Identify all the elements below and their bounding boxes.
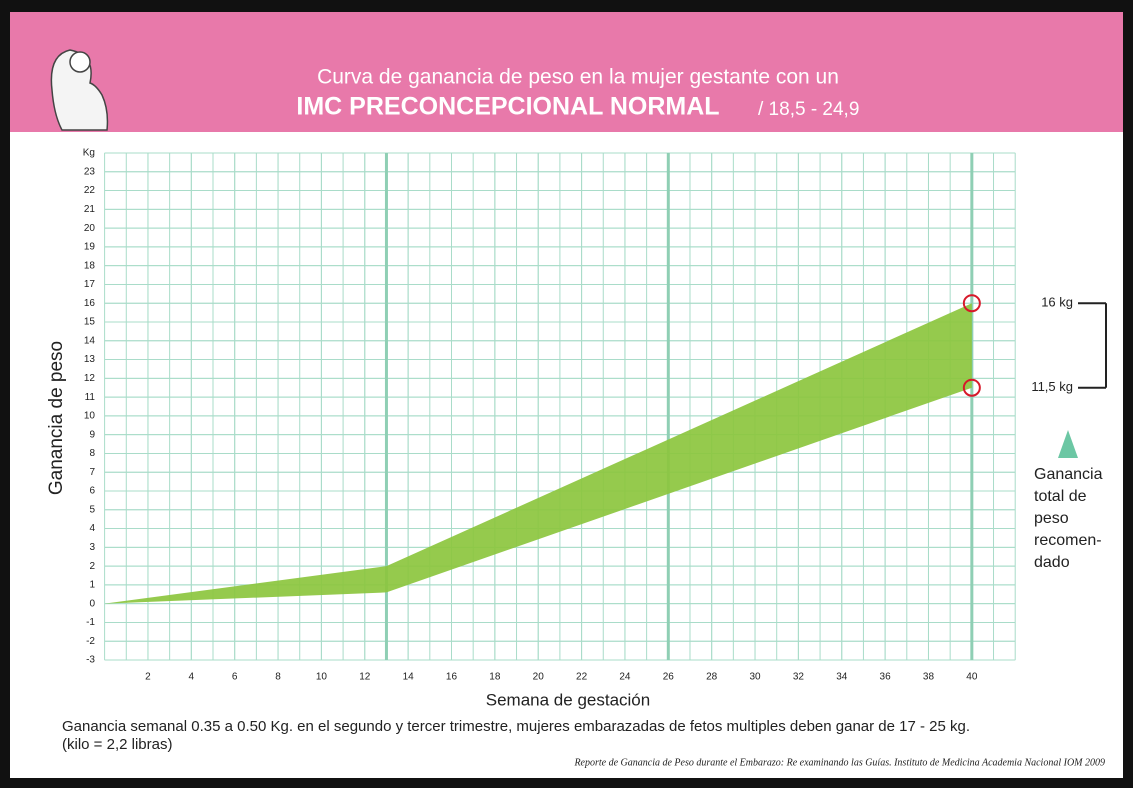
y-tick-label: 22	[84, 185, 96, 196]
y-tick-label: 4	[89, 523, 95, 534]
x-tick-label: 28	[706, 672, 718, 683]
x-tick-label: 22	[576, 672, 588, 683]
y-tick-label: 1	[89, 580, 95, 591]
y-tick-label: -1	[86, 617, 95, 628]
x-tick-label: 14	[403, 672, 415, 683]
x-tick-label: 12	[359, 672, 371, 683]
side-note: recomen-	[1034, 532, 1102, 549]
y-tick-label: 20	[84, 223, 96, 234]
y-tick-label: 16	[84, 298, 96, 309]
x-tick-label: 40	[966, 672, 978, 683]
header-title: Curva de ganancia de peso en la mujer ge…	[317, 66, 839, 89]
x-tick-label: 20	[533, 672, 545, 683]
x-tick-label: 30	[749, 672, 761, 683]
x-tick-label: 16	[446, 672, 458, 683]
x-tick-label: 26	[663, 672, 675, 683]
side-note: dado	[1034, 554, 1070, 571]
y-tick-label: 10	[84, 411, 96, 422]
header-band	[10, 12, 1123, 132]
x-tick-label: 32	[793, 672, 805, 683]
side-note: Ganancia	[1034, 466, 1103, 483]
y-tick-label: 0	[89, 598, 95, 609]
y-tick-label: 3	[89, 542, 95, 553]
footer-conversion: (kilo = 2,2 libras)	[62, 736, 172, 753]
marker-label: 16 kg	[1041, 295, 1073, 310]
y-tick-label: -2	[86, 636, 95, 647]
y-tick-label: 21	[84, 204, 96, 215]
mother-icon	[50, 49, 109, 131]
y-tick-label: -3	[86, 655, 95, 666]
y-tick-label: 23	[84, 166, 96, 177]
y-tick-label: 15	[84, 317, 96, 328]
y-axis-label: Ganancia de peso	[46, 341, 67, 495]
y-tick-label: Kg	[83, 148, 95, 159]
header-range: / 18,5 - 24,9	[758, 99, 859, 120]
x-tick-label: 36	[880, 672, 892, 683]
x-tick-label: 18	[489, 672, 501, 683]
y-tick-label: 8	[89, 448, 95, 459]
x-tick-label: 8	[275, 672, 281, 683]
header-title-bold: IMC PRECONCEPCIONAL NORMAL	[296, 93, 719, 121]
y-tick-label: 13	[84, 354, 96, 365]
x-tick-label: 2	[145, 672, 151, 683]
y-tick-label: 12	[84, 373, 96, 384]
footer-source: Reporte de Ganancia de Peso durante el E…	[573, 757, 1105, 768]
y-tick-label: 6	[89, 486, 95, 497]
y-tick-label: 14	[84, 335, 96, 346]
side-arrow	[1058, 430, 1078, 458]
footer-note: Ganancia semanal 0.35 a 0.50 Kg. en el s…	[62, 718, 970, 735]
x-tick-label: 24	[619, 672, 631, 683]
y-tick-label: 19	[84, 242, 96, 253]
marker-circle	[962, 294, 981, 313]
x-tick-label: 10	[316, 672, 328, 683]
y-tick-label: 18	[84, 260, 96, 271]
marker-circle	[962, 378, 981, 397]
marker-label: 11,5 kg	[1031, 379, 1073, 394]
y-tick-label: 5	[89, 504, 95, 515]
y-tick-label: 7	[89, 467, 95, 478]
x-tick-label: 4	[189, 672, 195, 683]
side-note: peso	[1034, 510, 1069, 527]
x-tick-label: 34	[836, 672, 848, 683]
x-tick-label: 38	[923, 672, 935, 683]
x-tick-label: 6	[232, 672, 238, 683]
y-tick-label: 9	[89, 429, 95, 440]
y-tick-label: 17	[84, 279, 96, 290]
y-tick-label: 11	[85, 392, 96, 403]
y-tick-label: 2	[89, 561, 95, 572]
x-axis-label: Semana de gestación	[486, 690, 650, 709]
side-note: total de	[1034, 488, 1087, 505]
